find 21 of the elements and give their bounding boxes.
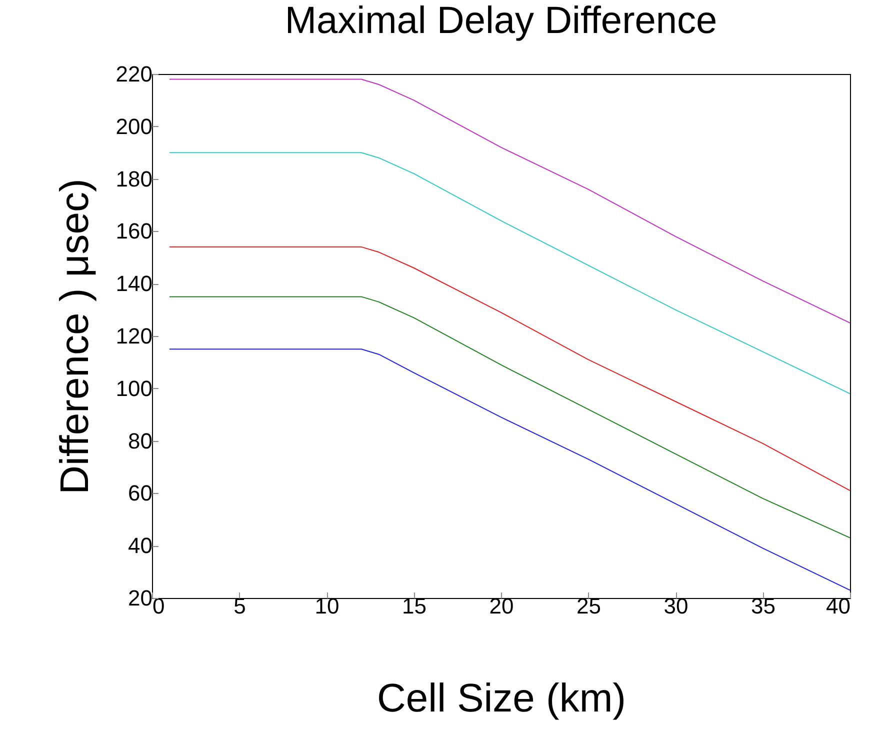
y-tick-label: 180 [116, 166, 152, 192]
x-axis-title: Cell Size (km) [377, 676, 626, 720]
y-tick-label: 160 [116, 218, 152, 244]
y-axis-title: Difference ) μsec) [52, 178, 97, 494]
line-series [168, 348, 850, 591]
chart-title: Maximal Delay Difference [284, 0, 718, 42]
y-tick-label: 40 [128, 533, 152, 558]
y-tick-label: 80 [128, 428, 152, 454]
line-series [168, 246, 850, 492]
y-tick-label: 220 [116, 62, 152, 86]
y-tick-label: 100 [116, 376, 152, 401]
line-series [168, 296, 850, 538]
y-tick-label: 140 [116, 271, 152, 296]
x-tick-label: 10 [314, 594, 340, 618]
y-tick-label: 200 [116, 114, 152, 139]
x-tick-label: 15 [402, 594, 426, 618]
y-tick-label: 60 [128, 480, 152, 506]
x-tick-label: 40 [826, 594, 850, 618]
y-tick-label: 120 [116, 324, 152, 348]
line-series [168, 152, 850, 394]
line-series [168, 78, 850, 324]
